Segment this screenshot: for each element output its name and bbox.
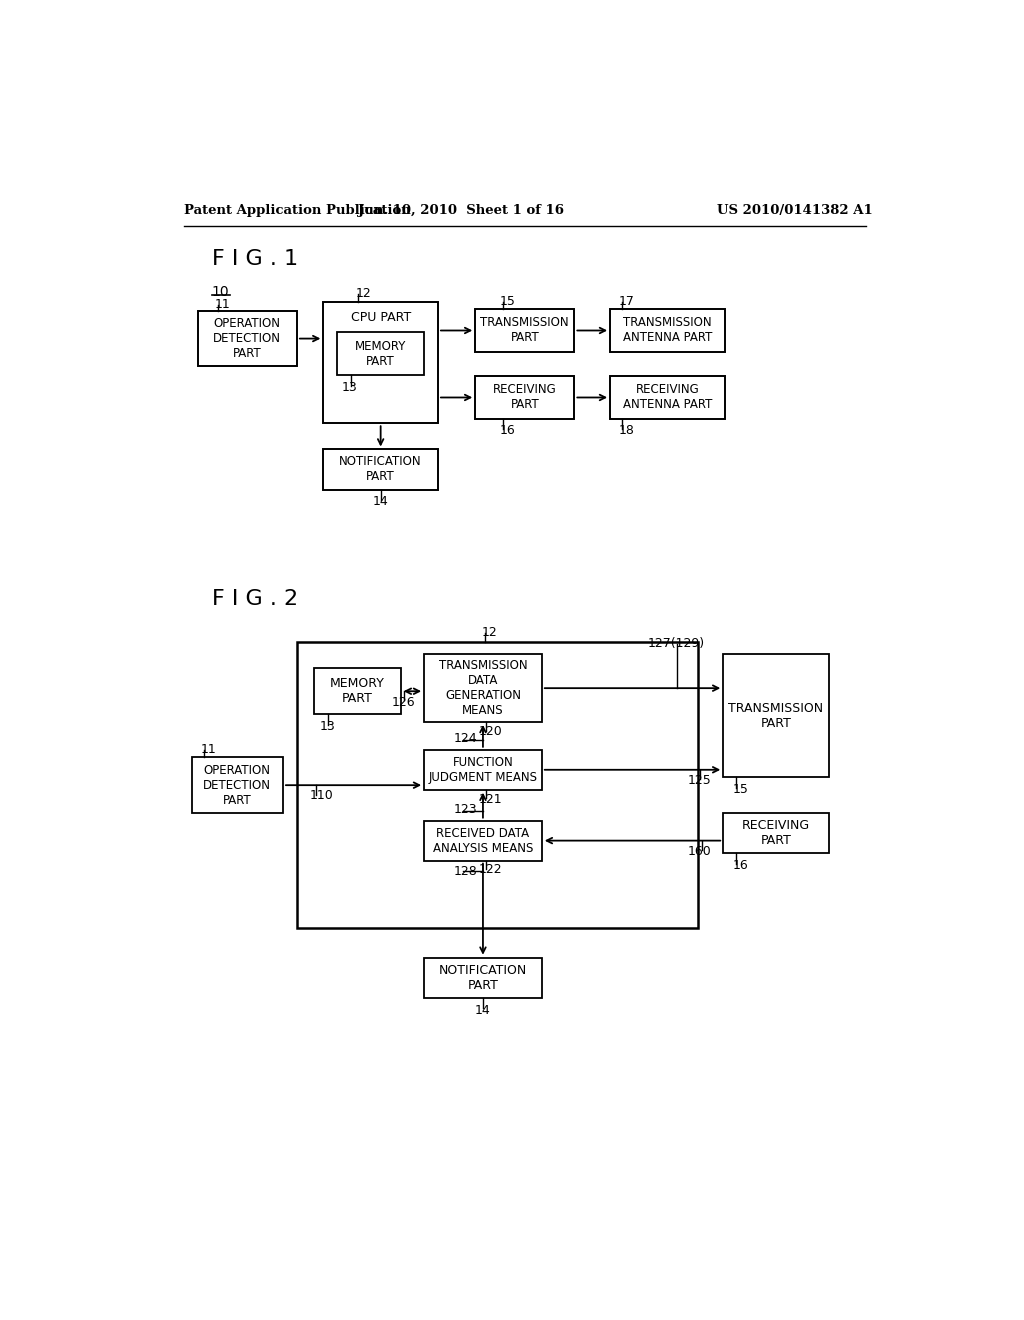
Text: OPERATION
DETECTION
PART: OPERATION DETECTION PART bbox=[213, 317, 282, 360]
Text: TRANSMISSION
DATA
GENERATION
MEANS: TRANSMISSION DATA GENERATION MEANS bbox=[438, 659, 527, 717]
Text: TRANSMISSION
PART: TRANSMISSION PART bbox=[728, 702, 823, 730]
Bar bbox=[314, 668, 400, 714]
Text: 160: 160 bbox=[688, 845, 712, 858]
Bar bbox=[723, 813, 828, 853]
Text: 17: 17 bbox=[620, 296, 635, 308]
Text: 18: 18 bbox=[620, 425, 635, 437]
Text: Jun. 10, 2010  Sheet 1 of 16: Jun. 10, 2010 Sheet 1 of 16 bbox=[358, 205, 564, 218]
Text: 11: 11 bbox=[215, 298, 230, 312]
Text: 13: 13 bbox=[321, 721, 336, 733]
Text: F I G . 1: F I G . 1 bbox=[212, 248, 298, 268]
Bar bbox=[610, 309, 725, 351]
Bar bbox=[475, 376, 574, 418]
Text: 120: 120 bbox=[479, 725, 503, 738]
Bar bbox=[337, 333, 424, 375]
Bar bbox=[324, 302, 438, 424]
Text: RECEIVING
ANTENNA PART: RECEIVING ANTENNA PART bbox=[623, 384, 712, 412]
Text: CPU PART: CPU PART bbox=[350, 310, 411, 323]
Text: 16: 16 bbox=[500, 425, 516, 437]
Bar bbox=[610, 376, 725, 418]
Text: NOTIFICATION
PART: NOTIFICATION PART bbox=[339, 455, 422, 483]
Text: 15: 15 bbox=[500, 296, 516, 308]
Text: 110: 110 bbox=[310, 789, 334, 803]
Text: Patent Application Publication: Patent Application Publication bbox=[183, 205, 411, 218]
Text: US 2010/0141382 A1: US 2010/0141382 A1 bbox=[717, 205, 872, 218]
Bar bbox=[324, 449, 438, 490]
Bar bbox=[424, 821, 542, 861]
Text: TRANSMISSION
PART: TRANSMISSION PART bbox=[480, 317, 569, 345]
Text: 14: 14 bbox=[373, 495, 388, 508]
Text: FUNCTION
JUDGMENT MEANS: FUNCTION JUDGMENT MEANS bbox=[428, 756, 538, 784]
Text: 121: 121 bbox=[479, 792, 503, 805]
Text: OPERATION
DETECTION
PART: OPERATION DETECTION PART bbox=[204, 764, 271, 807]
Text: 125: 125 bbox=[688, 774, 712, 787]
Text: TRANSMISSION
ANTENNA PART: TRANSMISSION ANTENNA PART bbox=[623, 317, 712, 345]
Text: 13: 13 bbox=[342, 380, 357, 393]
Text: 127(129): 127(129) bbox=[648, 638, 706, 649]
Text: RECEIVING
PART: RECEIVING PART bbox=[493, 384, 557, 412]
Text: 14: 14 bbox=[475, 1003, 490, 1016]
Bar bbox=[424, 750, 542, 789]
Text: F I G . 2: F I G . 2 bbox=[212, 589, 298, 609]
Text: RECEIVING
PART: RECEIVING PART bbox=[741, 818, 810, 847]
Text: 15: 15 bbox=[732, 783, 749, 796]
Bar bbox=[424, 958, 542, 998]
Text: MEMORY
PART: MEMORY PART bbox=[355, 339, 407, 367]
Text: NOTIFICATION
PART: NOTIFICATION PART bbox=[439, 964, 527, 991]
Text: 126: 126 bbox=[392, 696, 416, 709]
Bar bbox=[424, 655, 542, 722]
Text: 12: 12 bbox=[355, 288, 372, 301]
Text: 10: 10 bbox=[212, 285, 229, 300]
Bar bbox=[297, 642, 698, 928]
Text: RECEIVED DATA
ANALYSIS MEANS: RECEIVED DATA ANALYSIS MEANS bbox=[433, 826, 534, 854]
Text: 11: 11 bbox=[201, 743, 216, 756]
Text: 124: 124 bbox=[454, 733, 478, 746]
Bar bbox=[191, 758, 283, 813]
Bar bbox=[475, 309, 574, 351]
Text: MEMORY
PART: MEMORY PART bbox=[330, 677, 385, 705]
Text: 128: 128 bbox=[454, 865, 478, 878]
Text: 16: 16 bbox=[732, 859, 749, 871]
Bar bbox=[198, 312, 297, 367]
Bar bbox=[723, 655, 828, 777]
Text: 122: 122 bbox=[479, 863, 503, 876]
Text: 123: 123 bbox=[454, 804, 478, 816]
Text: 12: 12 bbox=[482, 626, 498, 639]
